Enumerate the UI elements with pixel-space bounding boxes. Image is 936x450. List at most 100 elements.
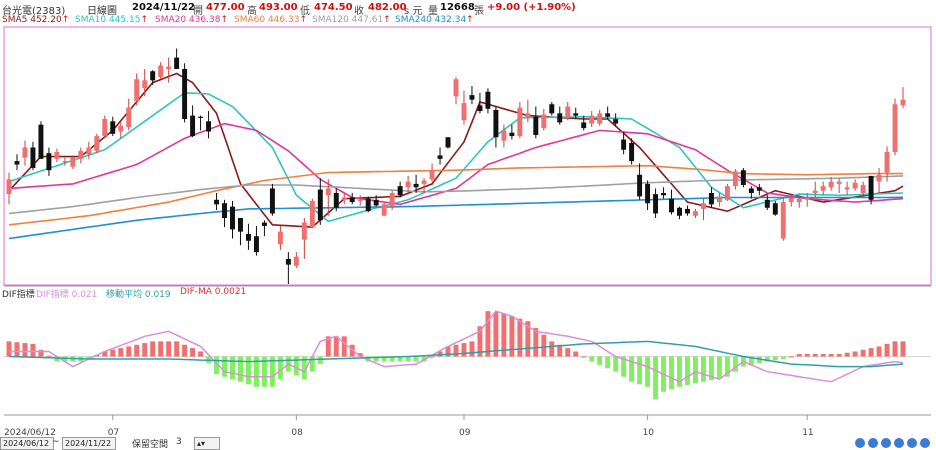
to-date-field[interactable]: 2024/11/22: [62, 437, 116, 450]
candle: [685, 205, 690, 215]
candle-body: [86, 147, 91, 154]
candle-body: [46, 153, 51, 170]
hist-bar: [893, 341, 898, 356]
hist-bar: [182, 345, 187, 357]
hist-bar: [797, 354, 802, 357]
candle-body: [190, 116, 195, 136]
candle: [238, 218, 243, 245]
candle-body: [869, 176, 874, 200]
candle: [462, 91, 467, 125]
candle-body: [294, 257, 299, 266]
candle: [302, 218, 307, 259]
from-date-field[interactable]: 2024/06/12: [0, 437, 54, 450]
hist-bar: [517, 319, 522, 357]
candle-body: [110, 121, 115, 134]
scroll-left-icon[interactable]: [881, 438, 891, 448]
candle: [382, 202, 387, 216]
candle: [334, 188, 339, 211]
candle: [733, 169, 738, 189]
candle-body: [877, 175, 882, 182]
hist-bar: [845, 353, 850, 357]
candle-body: [781, 202, 786, 238]
keep-space-value[interactable]: 3: [176, 437, 182, 447]
candle-body: [853, 183, 858, 189]
candle-body: [414, 184, 419, 187]
candle-body: [454, 79, 459, 96]
hist-bar: [581, 357, 586, 358]
reset-view-icon[interactable]: [907, 438, 917, 448]
candle-body: [557, 113, 562, 122]
candle-body: [206, 121, 211, 131]
hist-bar: [837, 354, 842, 357]
candle: [158, 62, 163, 79]
candle-body: [549, 104, 554, 113]
candle-body: [150, 71, 155, 80]
candle-body: [134, 79, 139, 101]
candle-body: [366, 199, 371, 212]
candle-body: [757, 187, 762, 190]
hist-bar: [789, 357, 794, 358]
zoom-out-icon[interactable]: [868, 438, 878, 448]
candle-body: [829, 182, 834, 188]
candle: [493, 107, 498, 148]
candle: [70, 155, 75, 169]
candle: [557, 107, 562, 125]
hist-bar: [573, 351, 578, 356]
hist-bar: [693, 357, 698, 384]
hist-bar: [142, 343, 147, 356]
candle: [38, 121, 43, 159]
candle: [525, 100, 530, 123]
candle-body: [525, 113, 530, 118]
candle-body: [765, 200, 770, 208]
hist-bar: [174, 341, 179, 356]
hist-bar: [342, 336, 347, 356]
candle-body: [326, 188, 331, 195]
hist-bar: [150, 341, 155, 356]
candle: [773, 201, 778, 216]
candle-body: [94, 136, 99, 151]
candle-body: [350, 198, 355, 203]
candle-body: [390, 193, 395, 207]
range-tilde-icon: ~: [52, 437, 60, 447]
candle-body: [725, 186, 730, 200]
hist-bar: [22, 343, 27, 356]
candle-body: [541, 114, 546, 128]
candle-body: [733, 171, 738, 186]
zoom-in-icon[interactable]: [855, 438, 865, 448]
hist-bar: [126, 346, 131, 356]
candle-body: [246, 234, 251, 241]
hist-bar: [198, 351, 203, 356]
candle-body: [589, 116, 594, 124]
scroll-right-icon[interactable]: [894, 438, 904, 448]
candle-body: [493, 110, 498, 137]
candle-body: [605, 113, 610, 116]
candle: [757, 184, 762, 195]
candle-body: [70, 158, 75, 167]
settings-icon[interactable]: [920, 438, 930, 448]
candle: [877, 168, 882, 193]
candle: [549, 102, 554, 116]
hist-bar: [549, 341, 554, 356]
candle-body: [717, 196, 722, 202]
candle-body: [477, 105, 482, 111]
candle: [310, 199, 315, 227]
candle: [533, 107, 538, 139]
candle-body: [166, 67, 171, 69]
x-axis-ticks: [113, 415, 807, 420]
candle: [294, 252, 299, 268]
candle-body: [773, 203, 778, 214]
hist-bar: [869, 348, 874, 356]
hist-bar: [773, 357, 778, 361]
candle-body: [701, 203, 706, 209]
candle: [717, 193, 722, 207]
candle-body: [30, 147, 35, 167]
candle-body: [469, 95, 474, 100]
hist-bar: [605, 357, 610, 369]
candle: [438, 147, 443, 164]
keep-space-stepper[interactable]: ▴▾: [194, 437, 220, 450]
candlesticks: [7, 48, 906, 284]
hist-bar: [645, 357, 650, 387]
month-label: 10: [643, 428, 654, 438]
hist-bar: [885, 344, 890, 357]
